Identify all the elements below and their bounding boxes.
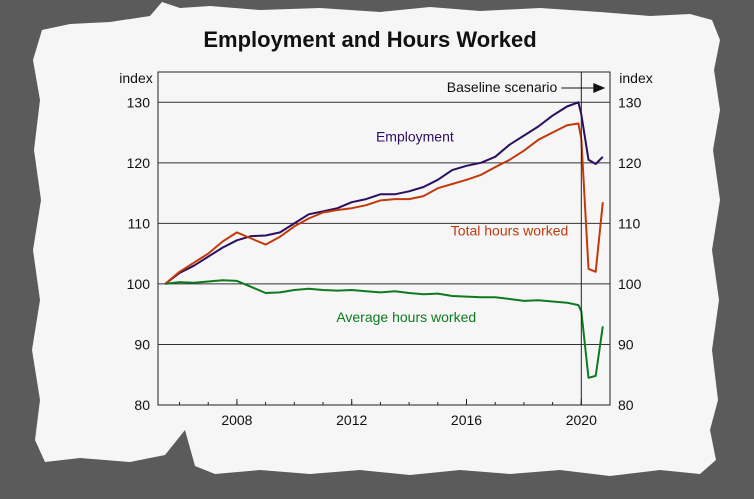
baseline-label: Baseline scenario — [447, 79, 558, 95]
right-axis-unit: index — [619, 70, 652, 86]
y-tick-right-130: 130 — [618, 94, 642, 110]
y-tick-left-100: 100 — [127, 276, 151, 292]
paper-shape — [32, 2, 720, 476]
series-label-0: Employment — [376, 129, 454, 145]
baseline-arrow-head — [593, 83, 606, 93]
y-tick-left-90: 90 — [134, 336, 150, 352]
x-tick-2016: 2016 — [451, 412, 482, 428]
y-tick-right-120: 120 — [618, 155, 642, 171]
y-tick-left-80: 80 — [134, 397, 150, 413]
baseline-annotation: Baseline scenario — [447, 72, 606, 405]
x-tick-2020: 2020 — [566, 412, 597, 428]
y-tick-right-90: 90 — [618, 336, 634, 352]
y-tick-right-80: 80 — [618, 397, 634, 413]
series-label-1: Total hours worked — [451, 222, 569, 238]
series-line-2 — [165, 279, 604, 379]
left-axis-unit: index — [119, 70, 152, 86]
chart-title: Employment and Hours Worked — [203, 27, 536, 52]
axis-ticks: 80 80 90 90 100 100 110 110 120 120 130 130 2008 2012… — [127, 94, 642, 428]
y-tick-left-110: 110 — [128, 215, 151, 231]
y-tick-left-120: 120 — [127, 155, 151, 171]
y-tick-right-100: 100 — [618, 276, 642, 292]
series-label-2: Average hours worked — [336, 309, 476, 325]
plot-frame — [157, 71, 611, 406]
x-tick-2008: 2008 — [221, 412, 252, 428]
series-labels: Employment Total hours worked Average hour… — [336, 129, 568, 325]
y-tick-right-110: 110 — [618, 215, 641, 231]
gridlines — [158, 101, 610, 345]
x-tick-2012: 2012 — [336, 412, 367, 428]
series-line-0 — [164, 101, 604, 285]
series-line-1 — [164, 122, 604, 285]
y-tick-left-130: 130 — [127, 94, 151, 110]
series-layer — [164, 101, 604, 379]
